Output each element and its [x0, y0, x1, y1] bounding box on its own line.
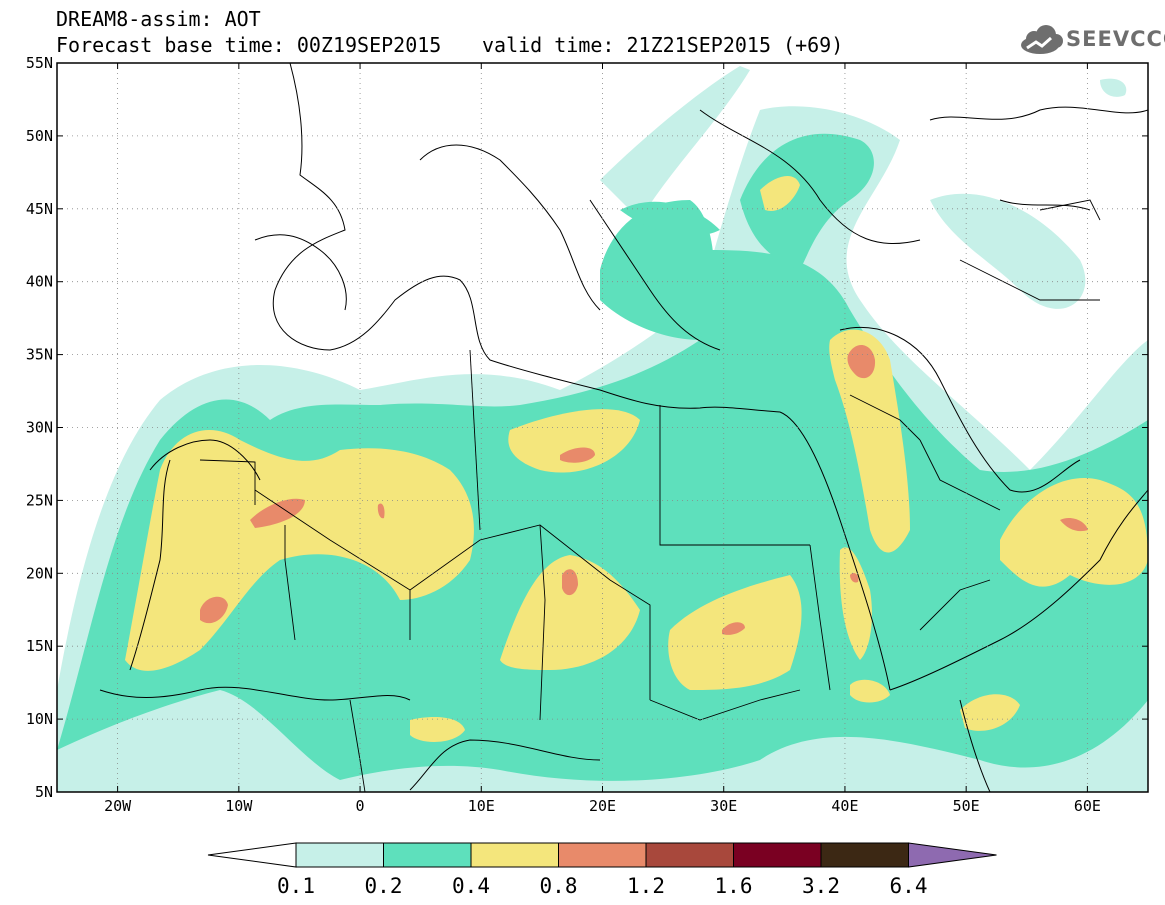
forecast-base-time: Forecast base time: 00Z19SEP2015 — [56, 33, 442, 57]
lon-label: 10W — [225, 797, 253, 815]
lat-label: 30N — [26, 419, 53, 437]
colorbar-box — [470, 842, 559, 868]
colorbar-box — [383, 842, 472, 868]
colorbar-min-arrow — [207, 842, 297, 868]
colorbar-label: 1.2 — [627, 874, 665, 898]
colorbar-box — [558, 842, 647, 868]
lat-label: 35N — [26, 346, 53, 364]
colorbar-label: 0.8 — [540, 874, 578, 898]
grid-lines — [57, 63, 1148, 792]
lon-label: 20E — [589, 797, 616, 815]
cloud-icon — [1021, 25, 1063, 54]
lon-label: 60E — [1074, 797, 1101, 815]
lon-label: 20W — [104, 797, 132, 815]
colorbar-max-arrow — [908, 842, 997, 868]
colorbar-label: 0.4 — [452, 874, 490, 898]
lon-label: 10E — [468, 797, 495, 815]
coastlines — [99, 63, 1148, 792]
lon-label: 40E — [831, 797, 858, 815]
lat-label: 15N — [26, 637, 53, 655]
valid-time: valid time: 21Z21SEP2015 (+69) — [482, 33, 844, 57]
map-title: DREAM8-assim: AOT — [56, 7, 261, 31]
colorbar-box — [733, 842, 822, 868]
lat-label: 25N — [26, 491, 53, 509]
lat-label: 45N — [26, 200, 53, 218]
lon-axis: 20W 10W 0 10E 20E 30E 40E 50E 60E — [104, 63, 1101, 815]
lon-label: 50E — [953, 797, 980, 815]
lat-axis: 55N 50N 45N 40N 35N 30N 25N 20N 15N 10N 5N — [26, 54, 1148, 801]
colorbar-box — [820, 842, 909, 868]
colorbar: 0.1 0.2 0.4 0.8 1.2 1.6 3.2 6.4 — [207, 842, 997, 898]
colorbar-label: 3.2 — [802, 874, 840, 898]
lat-label: 50N — [26, 127, 53, 145]
lon-label: 0 — [356, 797, 365, 815]
lat-label: 5N — [35, 783, 53, 801]
colorbar-label: 1.6 — [715, 874, 753, 898]
lon-label: 30E — [710, 797, 737, 815]
lat-label: 40N — [26, 273, 53, 291]
colorbar-label: 0.1 — [277, 874, 315, 898]
aot-fields — [57, 66, 1148, 792]
lat-label: 20N — [26, 564, 53, 582]
logo-text: SEEVCCC — [1066, 27, 1165, 51]
colorbar-box — [295, 842, 384, 868]
colorbar-label: 6.4 — [890, 874, 928, 898]
colorbar-box — [645, 842, 734, 868]
lat-label: 10N — [26, 710, 53, 728]
lat-label: 55N — [26, 54, 53, 72]
country-borders — [199, 199, 1101, 792]
colorbar-label: 0.2 — [365, 874, 403, 898]
